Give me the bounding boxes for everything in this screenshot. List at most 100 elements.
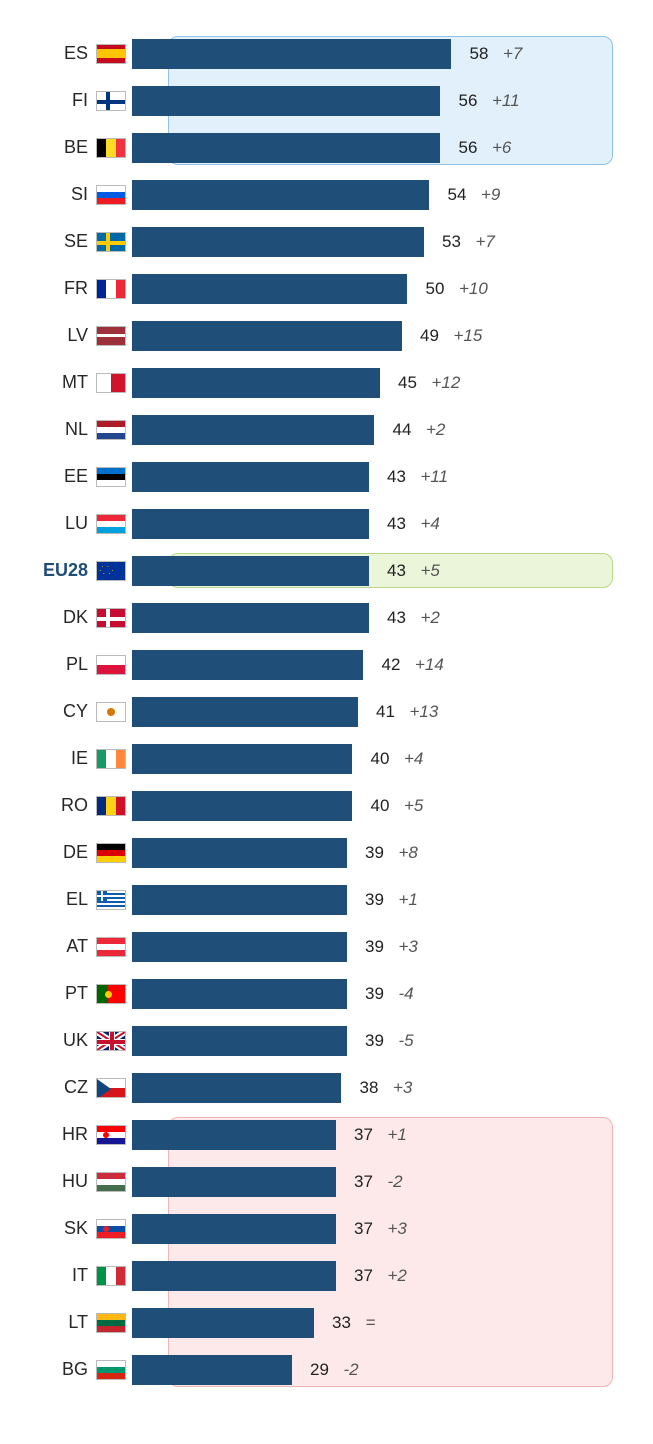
bar-area: 37+3 bbox=[132, 1214, 613, 1244]
value-label: 43 bbox=[377, 514, 417, 534]
country-code-label: SI bbox=[20, 184, 94, 205]
value-label: 39 bbox=[355, 890, 395, 910]
flag-icon bbox=[96, 232, 126, 252]
flag-icon bbox=[96, 1172, 126, 1192]
bar bbox=[132, 180, 429, 210]
bar bbox=[132, 556, 369, 586]
flag-icon bbox=[96, 279, 126, 299]
bar bbox=[132, 227, 424, 257]
chart-row: EL39+1 bbox=[20, 876, 613, 923]
country-code-label: DE bbox=[20, 842, 94, 863]
flag-icon bbox=[96, 514, 126, 534]
chart-row: FR50+10 bbox=[20, 265, 613, 312]
value-label: 29 bbox=[300, 1360, 340, 1380]
flag-icon bbox=[96, 702, 126, 722]
bar bbox=[132, 274, 407, 304]
flag-icon bbox=[96, 1031, 126, 1051]
value-label: 41 bbox=[366, 702, 406, 722]
bar-area: 39+8 bbox=[132, 838, 613, 868]
flag-icon bbox=[96, 1266, 126, 1286]
flag-icon bbox=[96, 185, 126, 205]
country-code-label: ES bbox=[20, 43, 94, 64]
value-label: 40 bbox=[360, 796, 400, 816]
country-code-label: FR bbox=[20, 278, 94, 299]
flag-icon bbox=[96, 1360, 126, 1380]
bar bbox=[132, 321, 402, 351]
bar-area: 43+4 bbox=[132, 509, 613, 539]
chart-row: RO40+5 bbox=[20, 782, 613, 829]
delta-label: +11 bbox=[492, 91, 538, 111]
chart-row: DE 39+8 bbox=[20, 829, 613, 876]
delta-label: -5 bbox=[399, 1031, 445, 1051]
delta-label: +12 bbox=[432, 373, 478, 393]
bar bbox=[132, 744, 352, 774]
flag-icon bbox=[96, 843, 126, 863]
flag-icon bbox=[96, 373, 126, 393]
value-label: 43 bbox=[377, 561, 417, 581]
value-label: 45 bbox=[388, 373, 428, 393]
country-code-label: BG bbox=[20, 1359, 94, 1380]
chart-row: UK39-5 bbox=[20, 1017, 613, 1064]
bar bbox=[132, 509, 369, 539]
delta-label: +7 bbox=[476, 232, 522, 252]
country-code-label: MT bbox=[20, 372, 94, 393]
bar bbox=[132, 697, 358, 727]
chart-row: DK43+2 bbox=[20, 594, 613, 641]
country-code-label: FI bbox=[20, 90, 94, 111]
flag-icon bbox=[96, 91, 126, 111]
country-code-label: BE bbox=[20, 137, 94, 158]
bar bbox=[132, 415, 374, 445]
value-label: 37 bbox=[344, 1172, 384, 1192]
chart-row: SK 37+3 bbox=[20, 1205, 613, 1252]
country-code-label: LV bbox=[20, 325, 94, 346]
bar bbox=[132, 885, 347, 915]
bar-area: 56+6 bbox=[132, 133, 613, 163]
country-code-label: PL bbox=[20, 654, 94, 675]
bar bbox=[132, 932, 347, 962]
bar-area: 45+12 bbox=[132, 368, 613, 398]
bar bbox=[132, 462, 369, 492]
bar bbox=[132, 838, 347, 868]
bar bbox=[132, 603, 369, 633]
country-code-label: UK bbox=[20, 1030, 94, 1051]
chart-row: HU37-2 bbox=[20, 1158, 613, 1205]
flag-icon bbox=[96, 608, 126, 628]
chart-row: BE 56+6 bbox=[20, 124, 613, 171]
delta-label: +7 bbox=[503, 44, 549, 64]
delta-label: +3 bbox=[393, 1078, 439, 1098]
value-label: 37 bbox=[344, 1125, 384, 1145]
value-label: 39 bbox=[355, 937, 395, 957]
country-code-label: HR bbox=[20, 1124, 94, 1145]
delta-label: +6 bbox=[492, 138, 538, 158]
chart-row: PT39-4 bbox=[20, 970, 613, 1017]
country-code-label: CY bbox=[20, 701, 94, 722]
chart-row: SI54+9 bbox=[20, 171, 613, 218]
delta-label: +1 bbox=[399, 890, 445, 910]
delta-label: +1 bbox=[388, 1125, 434, 1145]
chart-row: EE43+11 bbox=[20, 453, 613, 500]
delta-label: +11 bbox=[421, 467, 467, 487]
flag-icon bbox=[96, 420, 126, 440]
chart-row: LU 43+4 bbox=[20, 500, 613, 547]
chart-row: MT 45+12 bbox=[20, 359, 613, 406]
chart-row: FI56+11 bbox=[20, 77, 613, 124]
country-code-label: LU bbox=[20, 513, 94, 534]
bar bbox=[132, 1308, 314, 1338]
value-label: 50 bbox=[415, 279, 455, 299]
flag-icon bbox=[96, 1313, 126, 1333]
bar-area: 43+5 bbox=[132, 556, 613, 586]
value-label: 37 bbox=[344, 1219, 384, 1239]
bar-area: 42+14 bbox=[132, 650, 613, 680]
country-code-label: SK bbox=[20, 1218, 94, 1239]
value-label: 44 bbox=[382, 420, 422, 440]
delta-label: +9 bbox=[481, 185, 527, 205]
bar-area: 43+11 bbox=[132, 462, 613, 492]
bar bbox=[132, 39, 451, 69]
delta-label: +2 bbox=[421, 608, 467, 628]
delta-label: +15 bbox=[454, 326, 500, 346]
country-code-label: DK bbox=[20, 607, 94, 628]
value-label: 43 bbox=[377, 467, 417, 487]
chart-row: IE40+4 bbox=[20, 735, 613, 782]
country-code-label: NL bbox=[20, 419, 94, 440]
bar bbox=[132, 86, 440, 116]
